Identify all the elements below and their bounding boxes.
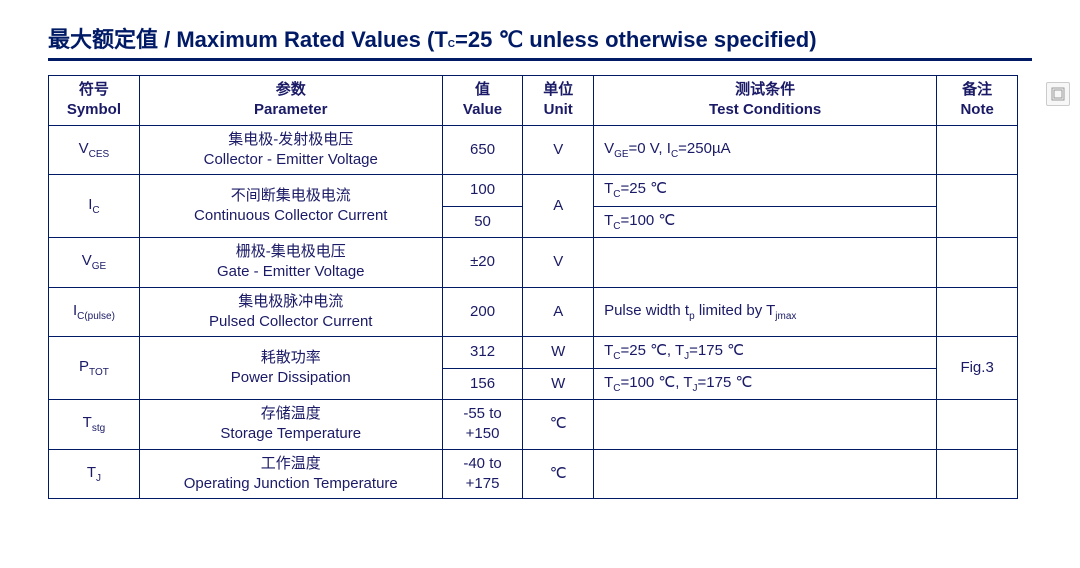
val-tstg: -55 to+150	[442, 400, 523, 450]
note-tj	[937, 449, 1018, 499]
unit-vge: V	[523, 238, 594, 288]
sym-ptot: PTOT	[49, 337, 140, 400]
unit-ptot-2: W	[523, 368, 594, 400]
sym-tstg: Tstg	[49, 400, 140, 450]
table-header-row: 符号Symbol 参数Parameter 值Value 单位Unit 测试条件T…	[49, 76, 1018, 126]
note-vces	[937, 125, 1018, 175]
test-ptot-2: TC=100 ℃, TJ=175 ℃	[594, 368, 937, 400]
val-ic-1: 100	[442, 175, 523, 207]
unit-tj: ℃	[523, 449, 594, 499]
title-cn: 最大额定值	[48, 27, 158, 52]
test-tstg	[594, 400, 937, 450]
test-tj	[594, 449, 937, 499]
page-title: 最大额定值 / Maximum Rated Values (TC=25 ℃ un…	[48, 22, 1032, 54]
note-ptot: Fig.3	[937, 337, 1018, 400]
unit-ptot-1: W	[523, 337, 594, 369]
param-icp: 集电极脉冲电流Pulsed Collector Current	[139, 287, 442, 337]
row-vge: VGE 栅极-集电极电压Gate - Emitter Voltage ±20 V	[49, 238, 1018, 288]
title-en: Maximum Rated Values (T	[176, 27, 447, 52]
note-icp	[937, 287, 1018, 337]
test-ic-1: TC=25 ℃	[594, 175, 937, 207]
unit-vces: V	[523, 125, 594, 175]
val-vces: 650	[442, 125, 523, 175]
ratings-table: 符号Symbol 参数Parameter 值Value 单位Unit 测试条件T…	[48, 75, 1018, 499]
row-tj: TJ 工作温度Operating Junction Temperature -4…	[49, 449, 1018, 499]
param-vge: 栅极-集电极电压Gate - Emitter Voltage	[139, 238, 442, 288]
row-icp: IC(pulse) 集电极脉冲电流Pulsed Collector Curren…	[49, 287, 1018, 337]
hdr-unit: 单位Unit	[523, 76, 594, 126]
note-tstg	[937, 400, 1018, 450]
sym-tj: TJ	[49, 449, 140, 499]
hdr-symbol: 符号Symbol	[49, 76, 140, 126]
hdr-value: 值Value	[442, 76, 523, 126]
val-icp: 200	[442, 287, 523, 337]
hdr-test: 测试条件Test Conditions	[594, 76, 937, 126]
title-tail: =25 ℃ unless otherwise specified)	[455, 27, 817, 52]
row-ptot-1: PTOT 耗散功率Power Dissipation 312 W TC=25 ℃…	[49, 337, 1018, 369]
unit-tstg: ℃	[523, 400, 594, 450]
test-icp: Pulse width tp limited by Tjmax	[594, 287, 937, 337]
param-ic: 不间断集电极电流Continuous Collector Current	[139, 175, 442, 238]
note-vge	[937, 238, 1018, 288]
param-tj: 工作温度Operating Junction Temperature	[139, 449, 442, 499]
unit-ic: A	[523, 175, 594, 238]
annotation-icon[interactable]	[1046, 82, 1070, 106]
test-ptot-1: TC=25 ℃, TJ=175 ℃	[594, 337, 937, 369]
sym-ic: IC	[49, 175, 140, 238]
sym-icp: IC(pulse)	[49, 287, 140, 337]
param-tstg: 存储温度Storage Temperature	[139, 400, 442, 450]
val-tj: -40 to+175	[442, 449, 523, 499]
test-ic-2: TC=100 ℃	[594, 206, 937, 238]
row-tstg: Tstg 存储温度Storage Temperature -55 to+150 …	[49, 400, 1018, 450]
title-underline	[48, 58, 1032, 61]
row-vces: VCES 集电极-发射极电压Collector - Emitter Voltag…	[49, 125, 1018, 175]
row-ic-1: IC 不间断集电极电流Continuous Collector Current …	[49, 175, 1018, 207]
hdr-parameter: 参数Parameter	[139, 76, 442, 126]
param-vces: 集电极-发射极电压Collector - Emitter Voltage	[139, 125, 442, 175]
val-ptot-1: 312	[442, 337, 523, 369]
val-ic-2: 50	[442, 206, 523, 238]
hdr-note: 备注Note	[937, 76, 1018, 126]
title-sub: C	[448, 39, 455, 50]
unit-icp: A	[523, 287, 594, 337]
test-vces: VGE=0 V, IC=250µA	[594, 125, 937, 175]
sym-vge: VGE	[49, 238, 140, 288]
param-ptot: 耗散功率Power Dissipation	[139, 337, 442, 400]
note-ic	[937, 175, 1018, 238]
val-ptot-2: 156	[442, 368, 523, 400]
sym-vces: VCES	[49, 125, 140, 175]
test-vge	[594, 238, 937, 288]
title-sep: /	[158, 27, 176, 52]
val-vge: ±20	[442, 238, 523, 288]
